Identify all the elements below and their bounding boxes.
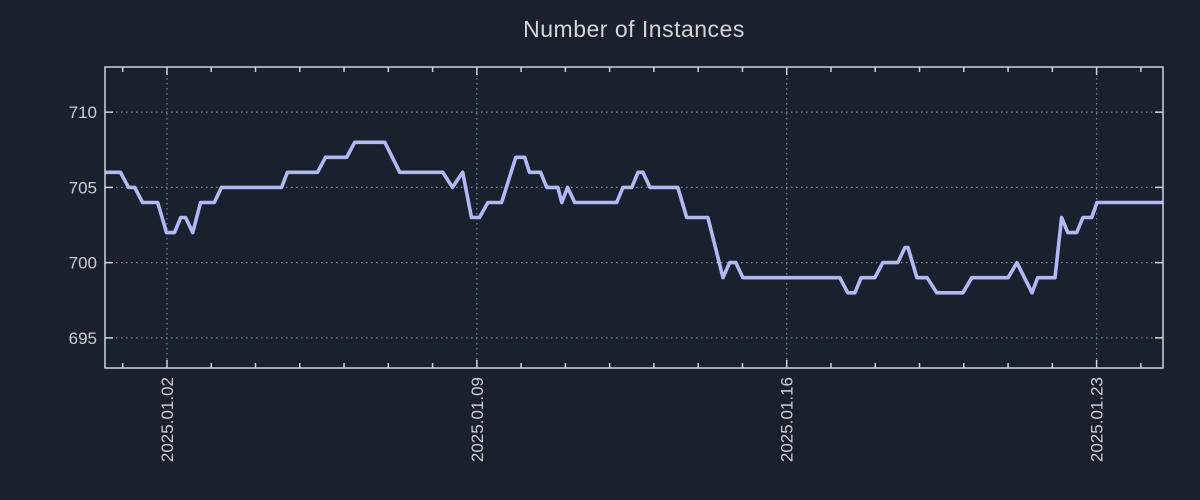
x-tick-label: 2025.01.09 [468, 377, 487, 462]
y-tick-label: 710 [69, 103, 97, 122]
y-tick-label: 705 [69, 178, 97, 197]
chart-title: Number of Instances [523, 16, 745, 42]
plot-frame [104, 66, 1164, 369]
x-tick-label: 2025.01.16 [778, 377, 797, 462]
y-tick-label: 700 [69, 254, 97, 273]
x-tick-label: 2025.01.23 [1088, 377, 1107, 462]
series-line [104, 140, 1163, 295]
y-tick-label: 695 [69, 329, 97, 348]
x-tick-label: 2025.01.02 [158, 377, 177, 462]
